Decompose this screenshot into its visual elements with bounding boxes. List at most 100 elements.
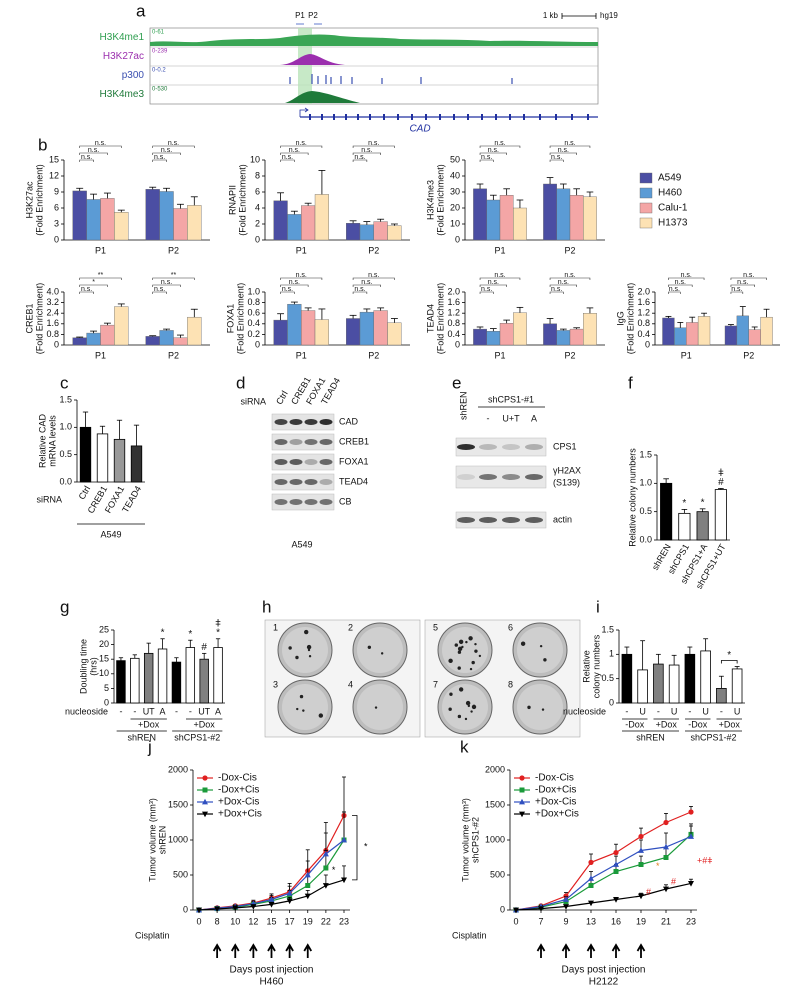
y-tick-label: 10 [250, 154, 260, 164]
colony [468, 636, 473, 641]
significance-label: n.s. [161, 147, 172, 154]
y-axis-label: IgG [615, 311, 625, 326]
bar [173, 208, 188, 241]
colony [374, 706, 378, 709]
significance-bracket [79, 291, 94, 294]
bar [653, 663, 664, 704]
blot-strip [271, 433, 335, 451]
panel-label: i [596, 597, 600, 616]
significance-label: n.s. [289, 147, 300, 154]
blot-band [525, 474, 543, 480]
gene-name: CAD [409, 124, 430, 135]
panel-label: c [60, 373, 69, 392]
legend-label: +Dox+Cis [535, 809, 579, 820]
marker [286, 890, 293, 896]
x-tick-label: 13 [586, 916, 596, 926]
band-label: CPS1 [553, 441, 577, 451]
plate-inner [357, 684, 403, 730]
colony [465, 640, 468, 644]
group-label: -Dox [625, 719, 645, 729]
significance-label: n.s. [289, 279, 300, 286]
blot-band [274, 499, 288, 505]
bar [716, 688, 727, 704]
marker [341, 877, 347, 884]
bar [569, 194, 584, 241]
y-tick-label: 500 [490, 869, 505, 879]
colony [307, 648, 311, 652]
bar [499, 194, 514, 241]
plate-inner [282, 684, 328, 730]
y-tick-label: 4.0 [46, 286, 59, 296]
significance-bracket [152, 152, 181, 155]
colony [458, 639, 464, 645]
bar [100, 198, 115, 241]
colony [448, 658, 453, 664]
y-tick-label: 0 [455, 234, 460, 244]
y-axis-label: (Fold Enrichment) [625, 283, 635, 355]
significance-label: ** [171, 272, 177, 279]
marker [202, 775, 208, 781]
significance-bracket [549, 284, 577, 287]
group-label: +Dox [719, 719, 741, 729]
significance-label: * [92, 279, 95, 286]
bar [314, 194, 329, 241]
plate-inner [517, 627, 563, 673]
blot-treatment: siRNA [240, 396, 266, 406]
significance-label: n.s. [81, 286, 92, 293]
bar [86, 199, 101, 241]
bar [114, 306, 129, 346]
track-name: H3K4me1 [100, 32, 145, 43]
x-tick-label: Ctrl [77, 484, 93, 501]
significance-bracket [668, 284, 693, 287]
y-tick-label: 2000 [168, 764, 188, 774]
group-label: A549 [100, 529, 121, 539]
bar [556, 188, 571, 241]
bar [213, 647, 223, 704]
legend-swatch [639, 202, 653, 214]
x-tick-label: P2 [743, 350, 754, 360]
band-label: FOXA1 [339, 456, 369, 466]
significance-bracket [352, 277, 395, 280]
blot-band [319, 459, 333, 465]
x-tick-label: 21 [661, 916, 671, 926]
bar [373, 221, 388, 241]
plate-number: 4 [348, 679, 353, 689]
significance-label: n.s. [88, 147, 99, 154]
marker [613, 850, 619, 856]
bar [583, 313, 597, 346]
treatment-arrow [285, 943, 294, 958]
y-axis-label: (Fold Enrichment) [34, 164, 44, 236]
bar [159, 330, 174, 346]
lane-label: shCPS1-#1 [488, 394, 534, 404]
significance-bracket [280, 145, 323, 148]
y-axis-label: Tumor volume (mm³) [147, 798, 157, 882]
bar [621, 653, 633, 704]
bar [486, 199, 501, 241]
track-range: 0-239 [152, 49, 168, 55]
blot-strip [271, 473, 335, 491]
y-tick-label: 2 [255, 218, 260, 228]
marker [538, 906, 544, 912]
x-title: siRNA [36, 494, 62, 504]
y-tick-label: 1500 [168, 799, 188, 809]
significance-label: n.s. [669, 286, 680, 293]
annotation: +#ǂ [697, 855, 713, 865]
y-tick-label: 1.0 [247, 286, 260, 296]
y-axis-label: Relative [581, 650, 591, 683]
bar [130, 657, 140, 704]
legend-label: Calu-1 [658, 203, 688, 214]
bar [387, 322, 402, 346]
legend-label: -Dox-Cis [218, 773, 257, 784]
group-label: shCPS1-#2 [690, 732, 736, 742]
significance-bracket [79, 277, 122, 280]
y-axis-label: mRNA levels [47, 415, 57, 467]
marker [286, 898, 293, 905]
legend-label: -Dox+Cis [535, 785, 576, 796]
treatment-label: Cisplatin [135, 930, 170, 940]
x-tick-label: U [639, 706, 646, 716]
significance-label: n.s. [95, 140, 106, 147]
y-tick-label: 1 [609, 649, 614, 659]
significance-label: ** [98, 272, 104, 279]
cell-line: H460 [260, 977, 284, 988]
y-tick-label: 3 [54, 218, 59, 228]
